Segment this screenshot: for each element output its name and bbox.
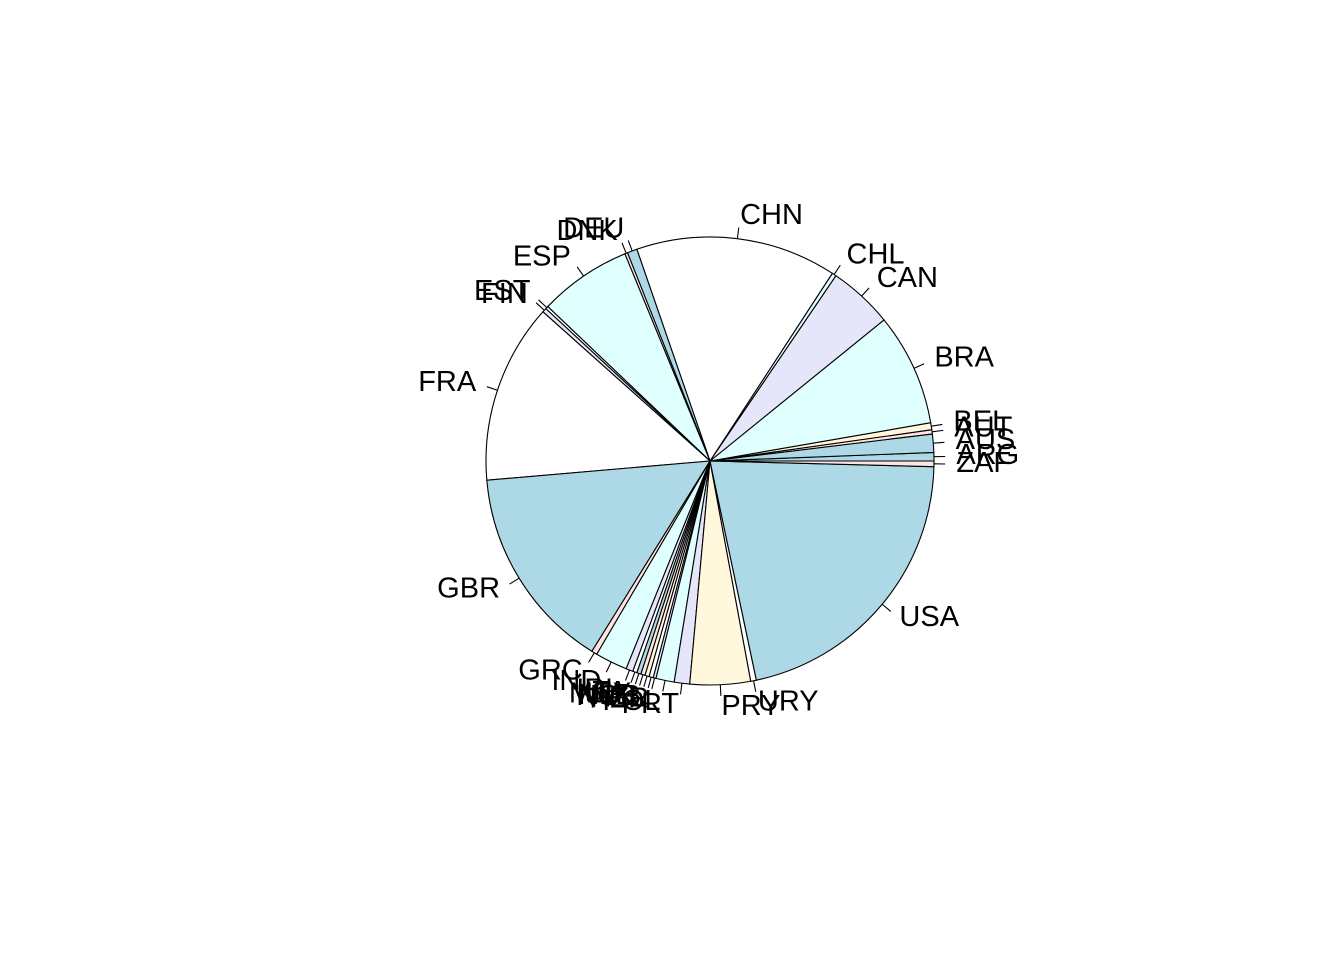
tick-prt	[679, 683, 683, 695]
tick-esp	[576, 266, 584, 277]
label-gbr: GBR	[437, 573, 500, 605]
slice-chn	[636, 236, 834, 463]
label-ury: URY	[758, 685, 819, 717]
label-grc: GRC	[518, 655, 582, 687]
tick-ind	[605, 661, 612, 673]
tick-pol	[662, 680, 666, 692]
label-aus: AUS	[956, 424, 1016, 456]
label-chl: CHL	[847, 239, 905, 271]
tick-pry	[719, 684, 722, 696]
tick-ury	[753, 680, 757, 692]
tick-est	[538, 299, 548, 309]
tick-chn	[736, 227, 740, 239]
tick-fin	[535, 302, 545, 311]
tick-nzl	[647, 676, 652, 689]
tick-usa	[881, 603, 892, 612]
tick-dnk	[621, 242, 627, 254]
tick-chl	[833, 264, 841, 275]
label-mex: MEX	[569, 677, 632, 709]
tick-grc	[588, 652, 595, 663]
tick-fra	[486, 386, 498, 391]
label-pol: POL	[603, 685, 661, 717]
label-nzl: NZL	[590, 681, 645, 713]
tick-bra	[913, 363, 925, 369]
tick-bel	[931, 423, 943, 427]
label-pry: PRY	[721, 690, 780, 722]
label-ticks	[486, 227, 946, 696]
pie-slices	[485, 236, 935, 686]
label-deu: DEU	[563, 213, 624, 245]
label-aut: AUT	[954, 412, 1012, 444]
label-fra: FRA	[418, 366, 477, 398]
label-nld: NLD	[578, 679, 636, 711]
slice-fra	[485, 311, 712, 481]
tick-ita	[630, 671, 636, 683]
label-bra: BRA	[934, 342, 994, 374]
label-prt: PRT	[622, 688, 680, 720]
label-zaf: ZAF	[956, 447, 1011, 479]
label-ind: IND	[551, 665, 601, 697]
label-per: PER	[589, 682, 649, 714]
label-est: EST	[474, 275, 531, 307]
label-arg: ARG	[956, 439, 1019, 471]
slice-gbr	[486, 460, 712, 653]
tick-aus	[933, 441, 945, 444]
tick-nld	[639, 674, 644, 686]
tick-gbr	[509, 577, 520, 585]
slice-usa	[709, 460, 935, 681]
tick-per	[651, 677, 656, 690]
label-irl: IRL	[576, 674, 621, 706]
tick-mex	[634, 673, 640, 685]
label-ita: ITA	[584, 676, 628, 708]
tick-can	[861, 287, 870, 297]
label-usa: USA	[899, 601, 959, 633]
label-fin: FIN	[481, 278, 528, 310]
tick-deu	[627, 240, 633, 252]
label-dnk: DNK	[557, 215, 619, 247]
label-bel: BEL	[953, 405, 1008, 437]
label-chn: CHN	[740, 199, 803, 231]
label-can: CAN	[877, 262, 938, 294]
tick-irl	[624, 669, 631, 681]
tick-nor	[643, 675, 648, 687]
label-esp: ESP	[513, 240, 571, 272]
tick-aut	[932, 429, 944, 433]
label-nor: NOR	[576, 680, 640, 712]
